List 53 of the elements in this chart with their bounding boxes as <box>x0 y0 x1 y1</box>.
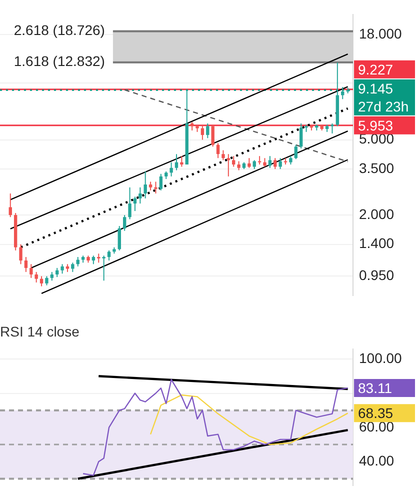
candlestick <box>154 181 158 194</box>
ref-line-label: 9.227 <box>358 61 394 78</box>
y-tick-label: 3.500 <box>359 160 394 176</box>
candlestick <box>211 124 214 148</box>
ref-line-label: 5.953 <box>358 117 394 134</box>
candlestick <box>102 255 106 282</box>
candlestick <box>60 264 64 274</box>
candlestick <box>216 142 220 159</box>
candlestick <box>56 267 59 278</box>
ref-line-label: 9.145 <box>358 80 394 96</box>
candlestick <box>97 253 100 264</box>
candlestick <box>118 226 121 251</box>
y-tick-label: 1.400 <box>359 235 394 252</box>
candlestick <box>138 186 142 204</box>
candlestick <box>232 156 236 168</box>
data-label: 83.11 <box>358 380 392 396</box>
candlestick <box>278 158 282 170</box>
candlestick <box>45 276 48 286</box>
candlestick <box>268 156 272 168</box>
candlestick <box>30 264 33 278</box>
ref-line-label: 1.618 (12.832) <box>14 53 105 70</box>
y-tick-label: 100.00 <box>359 350 402 366</box>
candlestick <box>122 214 126 232</box>
candlestick <box>180 156 184 168</box>
candlestick <box>133 196 137 212</box>
candlestick <box>174 154 178 171</box>
text: 27d 23h <box>358 98 409 114</box>
chart-title: RSI 14 close <box>0 323 80 340</box>
candlestick <box>24 256 28 272</box>
candlestick <box>19 244 22 265</box>
y-tick-label: 2.000 <box>359 206 394 222</box>
candlestick <box>299 122 303 149</box>
ref-line-label: 2.618 (18.726) <box>14 22 105 38</box>
candlestick <box>222 150 225 161</box>
candlestick <box>40 276 44 287</box>
candlestick <box>170 162 173 177</box>
candlestick <box>200 124 204 140</box>
candlestick <box>144 170 147 199</box>
y-tick-label: 18.000 <box>359 25 402 42</box>
candlestick <box>34 271 38 283</box>
candlestick <box>159 173 163 191</box>
candlestick <box>8 192 12 218</box>
candlestick <box>237 160 240 171</box>
y-tick-label: 5.000 <box>359 130 394 147</box>
candlestick <box>274 158 277 170</box>
y-tick-label: 0.950 <box>359 267 394 284</box>
y-tick-label: 40.00 <box>359 452 394 469</box>
candlestick <box>248 158 251 168</box>
candlestick <box>107 250 111 261</box>
candlestick <box>206 122 210 139</box>
candlestick <box>128 186 132 220</box>
candlestick <box>71 262 74 272</box>
candlestick <box>294 144 298 160</box>
